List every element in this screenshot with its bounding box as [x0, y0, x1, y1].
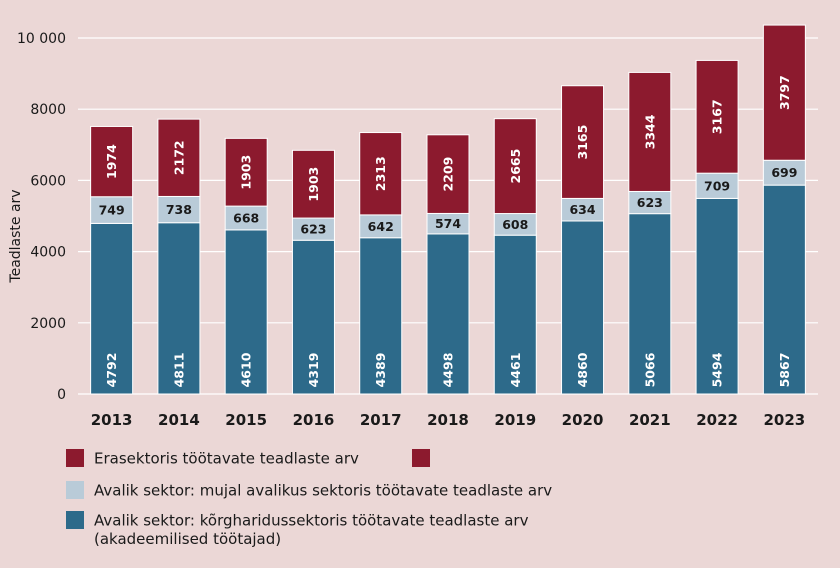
- bar-segment: [762, 184, 806, 395]
- data-label: 5494: [710, 352, 725, 387]
- legend-label: Avalik sektor: mujal avalikus sektoris t…: [94, 482, 552, 500]
- data-label: 709: [704, 178, 730, 193]
- data-label: 608: [502, 217, 528, 232]
- y-axis-label: Teadlaste arv: [8, 189, 24, 283]
- data-label: 738: [166, 202, 192, 217]
- y-tick-label: 6000: [30, 173, 66, 189]
- bar-segment: [561, 220, 605, 395]
- data-label: 4498: [441, 353, 456, 388]
- x-tick-label: 2017: [360, 411, 402, 429]
- data-label: 4461: [508, 353, 523, 388]
- data-label: 4811: [171, 353, 186, 388]
- bar-segment: [224, 137, 268, 207]
- bar-segment: [493, 234, 537, 395]
- bar-segment: [90, 125, 134, 198]
- bar-segment: [493, 118, 537, 215]
- x-tick-label: 2023: [763, 411, 805, 429]
- bar-segment: [695, 59, 739, 174]
- bar-segment: [426, 134, 470, 214]
- y-tick-label: 10 000: [17, 31, 66, 47]
- legend-swatch-extra: [412, 449, 430, 467]
- bar-segment: [157, 118, 201, 197]
- data-label: 2172: [171, 140, 186, 175]
- y-tick-label: 8000: [30, 102, 66, 118]
- data-label: 2209: [441, 157, 456, 192]
- data-label: 623: [637, 195, 663, 210]
- x-tick-label: 2019: [494, 411, 536, 429]
- bar-segment: [224, 229, 268, 395]
- bar-segment: [291, 149, 335, 219]
- x-tick-label: 2014: [158, 411, 200, 429]
- bar-segment: [762, 24, 806, 161]
- data-label: 3344: [642, 114, 657, 149]
- y-tick-label: 0: [57, 387, 66, 403]
- bar-segment: [359, 132, 403, 216]
- data-label: 634: [569, 202, 595, 217]
- data-label: 574: [435, 216, 461, 231]
- data-label: 2665: [508, 149, 523, 184]
- data-label: 623: [300, 222, 326, 237]
- bar-segment: [90, 222, 134, 395]
- data-label: 3165: [575, 125, 590, 160]
- x-tick-label: 2020: [562, 411, 604, 429]
- data-label: 3797: [777, 75, 792, 110]
- data-label: 2313: [373, 156, 388, 191]
- data-label: 699: [771, 165, 797, 180]
- data-label: 4319: [306, 353, 321, 388]
- legend-label: Erasektoris töötavate teadlaste arv: [94, 450, 359, 468]
- data-label: 5066: [642, 352, 657, 387]
- data-label: 749: [99, 203, 125, 218]
- legend-swatch: [66, 511, 84, 529]
- bar-segment: [359, 237, 403, 395]
- bar-segment: [628, 71, 672, 192]
- bar-segment: [426, 233, 470, 395]
- x-tick-label: 2013: [91, 411, 133, 429]
- data-label: 1903: [306, 167, 321, 202]
- x-tick-label: 2016: [293, 411, 335, 429]
- data-label: 1974: [104, 144, 119, 179]
- y-tick-label: 4000: [30, 245, 66, 261]
- bar-segment: [762, 159, 806, 186]
- x-tick-label: 2021: [629, 411, 671, 429]
- bar-segment: [695, 197, 739, 395]
- bar-segment: [628, 213, 672, 395]
- bar-segment: [157, 195, 201, 224]
- bar-segment: [561, 85, 605, 199]
- legend-swatch: [66, 481, 84, 499]
- data-label: 5867: [777, 353, 792, 388]
- legend-label-line2: (akadeemilised töötajad): [94, 530, 281, 548]
- x-tick-label: 2022: [696, 411, 738, 429]
- data-label: 668: [233, 210, 259, 225]
- legend-label: Avalik sektor: kõrgharidussektoris tööta…: [94, 512, 529, 530]
- x-tick-label: 2015: [225, 411, 267, 429]
- data-label: 4792: [104, 353, 119, 388]
- data-label: 642: [368, 219, 394, 234]
- data-label: 4610: [239, 352, 254, 387]
- bar-segment: [90, 196, 134, 224]
- data-label: 1903: [239, 155, 254, 190]
- bar-segment: [291, 239, 335, 395]
- data-label: 4389: [373, 353, 388, 388]
- bar-segment: [695, 172, 739, 199]
- data-label: 3167: [710, 99, 725, 134]
- data-label: 4860: [575, 352, 590, 387]
- legend-swatch: [66, 449, 84, 467]
- x-tick-label: 2018: [427, 411, 469, 429]
- y-tick-label: 2000: [30, 316, 66, 332]
